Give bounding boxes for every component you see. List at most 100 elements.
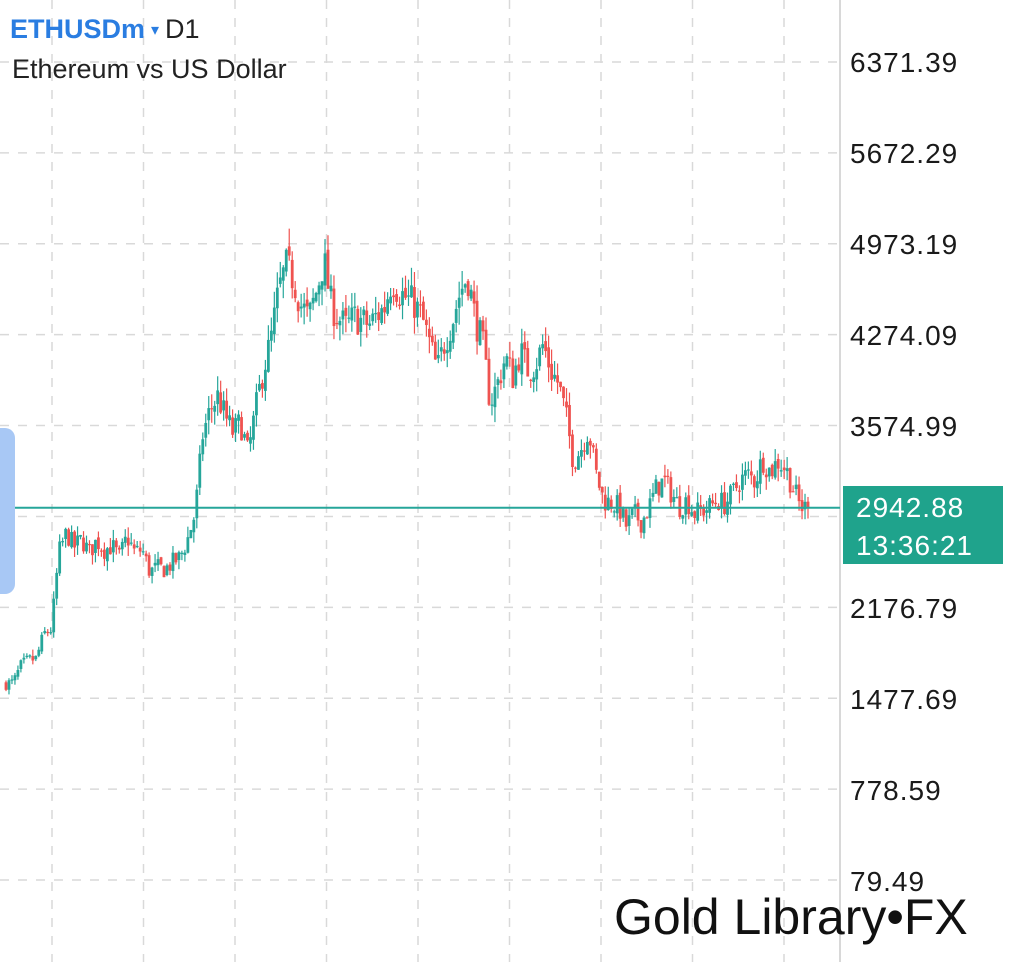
candle [353,292,357,323]
timeframe-label[interactable]: D1 [165,14,200,44]
candle-body [237,414,240,421]
candle-body [714,502,717,505]
candle [511,350,515,389]
side-panel-handle[interactable] [0,428,15,594]
candle [263,359,267,401]
candle-body [672,496,676,502]
candle [559,381,562,392]
candle-body [159,557,163,565]
candle [326,235,330,289]
candle [28,654,32,659]
candle [404,275,407,300]
candle-body [389,296,393,304]
candle-body [547,347,551,368]
candle [615,489,619,521]
candle-body [526,348,530,377]
candle-body [445,350,449,354]
candle [129,533,133,546]
candle-body [210,408,214,410]
candle [529,378,533,388]
candle-body [436,354,440,359]
candle-body [4,682,8,690]
candle-body [323,253,327,286]
candle-body [702,508,706,516]
candle-body [326,249,330,289]
candle [499,369,503,390]
candle-body [535,369,539,380]
candle-body [788,468,792,493]
candle-body [263,369,267,391]
candle-body [371,313,375,322]
candle [487,347,491,407]
candle [523,331,527,363]
candle-body [168,564,172,571]
candle [52,591,56,638]
candle-body [439,347,443,352]
candle-body [741,474,744,490]
candle [64,527,68,548]
candle-body [240,417,243,441]
candle-body [541,344,545,349]
candle [532,371,536,393]
candle-body [776,458,780,469]
candle-body [216,390,220,405]
candle-body [261,383,264,389]
candle [22,653,26,664]
candle-body [64,528,68,539]
candle [216,376,220,416]
candle [657,481,661,503]
candle-body [52,598,56,633]
candle [105,547,109,571]
candle [797,476,801,511]
candle [222,391,226,421]
candle [377,302,381,332]
candle-body [708,498,712,513]
candle [341,302,345,335]
candle-body [696,502,700,521]
candle [213,400,217,425]
candle-body [743,470,747,476]
candle [720,485,723,519]
candle [729,484,732,515]
candle-body [642,517,646,534]
candle [249,426,252,452]
candle-body [308,302,312,310]
symbol-dropdown-icon[interactable]: ▾ [151,22,160,39]
candle-body [94,539,97,553]
candle-body [797,484,801,502]
candle [25,653,29,659]
candle [612,509,616,518]
candle-body [627,515,631,526]
candle-body [147,555,151,576]
candle [779,459,783,477]
candle-body [213,405,217,412]
candle [451,322,455,350]
candle [374,296,378,323]
candle-body [332,288,336,327]
candle-body [499,380,503,384]
symbol-name[interactable]: ETHUSDm [10,14,146,44]
candle-body [55,572,59,599]
candle-body [153,562,157,566]
candle [19,659,23,673]
candle-body [144,553,148,557]
price-label: 79.49 [850,866,925,897]
candle [580,439,583,468]
candle-body [275,287,279,309]
candle [514,358,518,389]
candle-body [46,631,50,634]
candle [43,627,47,635]
candle-body [732,483,735,485]
candle-body [25,655,29,658]
candle [591,443,595,453]
candle-body [100,550,103,552]
candle-body [562,386,565,399]
candle [693,510,697,525]
candle [269,317,273,352]
candle-body [380,308,384,323]
candle-body [636,502,640,521]
candle-body [243,434,246,438]
candle [94,539,97,563]
candle [678,484,682,520]
